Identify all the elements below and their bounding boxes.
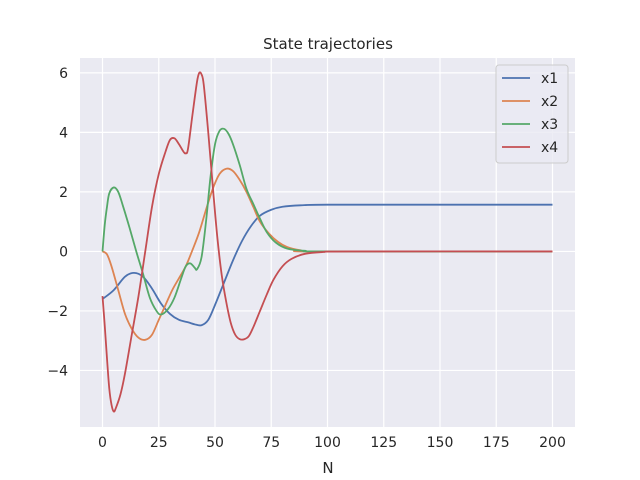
y-tick-label: −2 <box>47 304 68 320</box>
series-line-x4 <box>101 71 553 413</box>
tick-labels: 0 25 50 75 100 125 150 175 200 −4 −2 0 2 4 6 <box>47 66 566 451</box>
series-lines <box>101 71 553 413</box>
legend-label-x1: x1 <box>541 71 558 87</box>
x-tick-label: 125 <box>370 435 397 451</box>
x-tick-label: 200 <box>539 435 566 451</box>
legend-label-x3: x3 <box>541 117 558 133</box>
x-tick-label: 150 <box>427 435 454 451</box>
legend-label-x2: x2 <box>541 94 558 110</box>
x-tick-label: 100 <box>314 435 341 451</box>
y-tick-label: 6 <box>59 66 68 82</box>
y-tick-label: −4 <box>47 363 68 379</box>
x-tick-label: 175 <box>483 435 510 451</box>
x-tick-label: 50 <box>206 435 224 451</box>
x-axis-label: N <box>322 459 333 477</box>
legend-box <box>495 64 569 164</box>
legend: x1 x2 x3 x4 <box>495 64 569 164</box>
chart-title: State trajectories <box>263 35 393 53</box>
y-tick-label: 2 <box>59 185 68 201</box>
y-tick-label: 0 <box>59 244 68 260</box>
x-tick-label: 75 <box>262 435 280 451</box>
legend-label-x4: x4 <box>541 140 558 156</box>
y-tick-label: 4 <box>59 125 68 141</box>
series-line-x3 <box>101 127 553 316</box>
x-tick-label: 0 <box>98 435 107 451</box>
x-tick-label: 25 <box>150 435 168 451</box>
